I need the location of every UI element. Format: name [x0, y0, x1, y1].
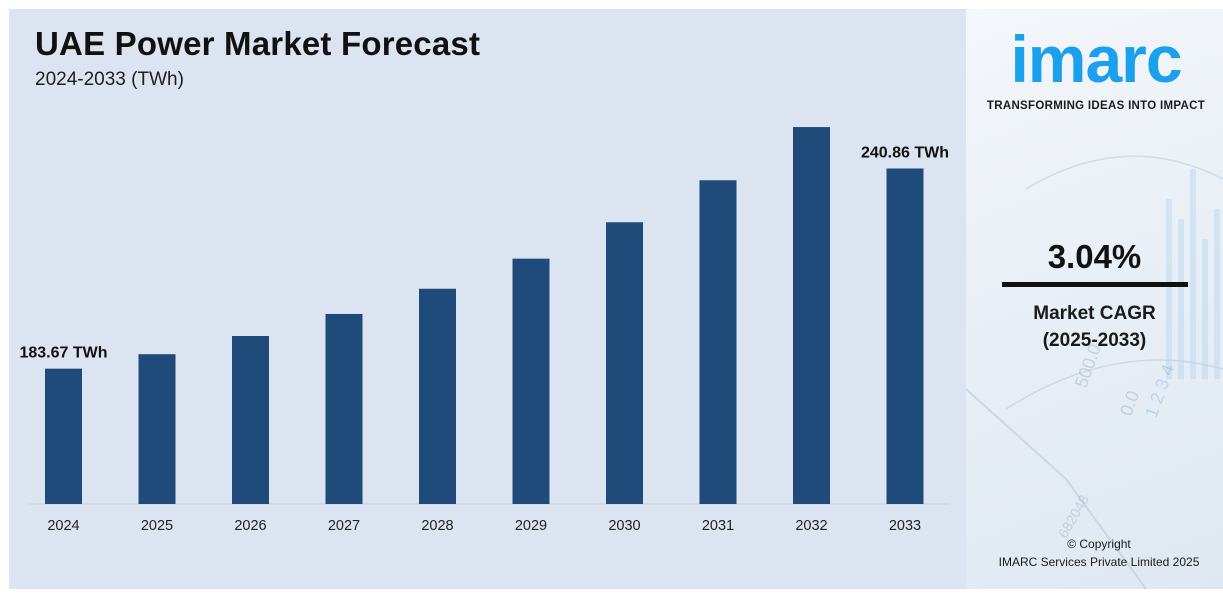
x-tick-label: 2027 — [328, 518, 360, 534]
copyright: © Copyright IMARC Services Private Limit… — [966, 535, 1218, 571]
background-number: 0.0 — [1116, 388, 1143, 418]
bar-chart: 2024 2025 2026 2027 2028 2029 2030 2031 2032 2033… — [19, 127, 949, 534]
cagr-divider — [1002, 282, 1188, 287]
side-panel: 500.0 0.0 1 2 3 4 682048 imarc TRANSFORM… — [966, 9, 1223, 589]
bar-2031 — [699, 180, 737, 504]
x-tick-label: 2024 — [47, 518, 79, 534]
data-label-2033: 240.86 TWh — [861, 144, 949, 161]
brand-logo: imarc TRANSFORMING IDEAS INTO IMPACT — [980, 19, 1212, 112]
chart-title: UAE Power Market Forecast — [35, 25, 481, 62]
copyright-line2: IMARC Services Private Limited 2025 — [998, 555, 1200, 569]
cagr-label-line2: (2025-2033) — [1042, 330, 1147, 351]
logo-text: imarc — [1010, 22, 1182, 96]
x-tick-label: 2026 — [234, 518, 266, 534]
x-tick-label: 2025 — [141, 518, 173, 534]
bar-2025 — [138, 354, 176, 504]
cagr-label-line1: Market CAGR — [1033, 303, 1156, 324]
x-tick-label: 2033 — [889, 518, 921, 534]
cagr-value: 3.04% — [1047, 238, 1142, 275]
bar-2024 — [45, 368, 82, 504]
bar-2030 — [606, 222, 643, 504]
x-tick-label: 2030 — [608, 518, 640, 534]
background-number: 1 2 3 4 — [1141, 362, 1179, 421]
data-label-2024: 183.67 TWh — [19, 345, 107, 362]
bar-2026 — [232, 336, 269, 504]
cagr-label: Market CAGR (2025-2033) — [966, 300, 1223, 354]
background-number: 682048 — [1055, 492, 1092, 541]
x-tick-label: 2029 — [515, 518, 547, 534]
background-graph-image: 500.0 0.0 1 2 3 4 682048 — [966, 155, 1223, 589]
logo-tagline: TRANSFORMING IDEAS INTO IMPACT — [986, 100, 1206, 112]
bar-2028 — [419, 288, 456, 504]
chart-subtitle: 2024-2033 (TWh) — [35, 69, 184, 90]
x-tick-label: 2031 — [702, 518, 734, 534]
copyright-line1: © Copyright — [1067, 537, 1131, 551]
x-tick-label: 2028 — [421, 518, 453, 534]
bar-2033 — [886, 168, 924, 505]
bar-2029 — [512, 258, 550, 504]
x-tick-label: 2032 — [795, 518, 827, 534]
chart-panel: 2024 2025 2026 2027 2028 2029 2030 2031 2032 2033… — [9, 9, 966, 589]
bar-2032 — [793, 127, 830, 505]
bar-2027 — [325, 313, 363, 504]
